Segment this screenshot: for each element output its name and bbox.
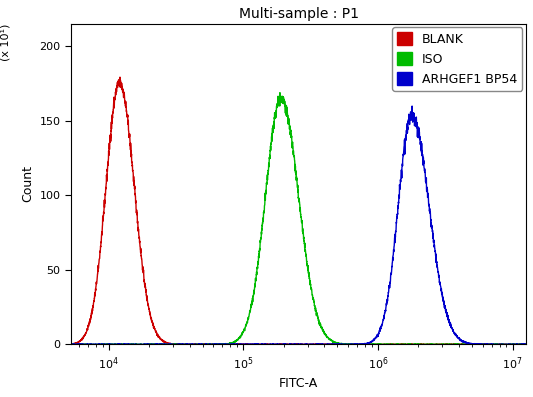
Title: Multi-sample : P1: Multi-sample : P1 [238,7,359,21]
Y-axis label: Count: Count [21,166,34,202]
Legend: BLANK, ISO, ARHGEF1 BP54: BLANK, ISO, ARHGEF1 BP54 [392,27,522,91]
Text: (x 10¹): (x 10¹) [1,23,11,61]
X-axis label: FITC-A: FITC-A [279,377,318,390]
